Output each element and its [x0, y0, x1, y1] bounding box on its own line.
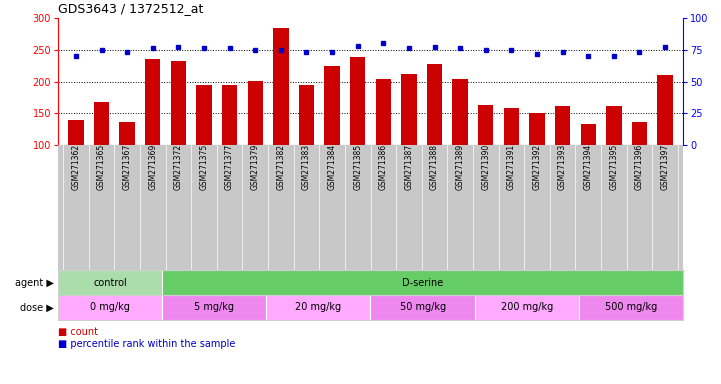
- Bar: [579, 295, 683, 320]
- Text: control: control: [93, 278, 127, 288]
- Bar: [247, 81, 263, 209]
- Bar: [504, 108, 519, 209]
- Bar: [266, 295, 371, 320]
- Bar: [606, 106, 622, 209]
- Bar: [58, 295, 162, 320]
- Bar: [371, 295, 474, 320]
- Bar: [162, 270, 683, 295]
- Bar: [632, 122, 647, 209]
- Text: 5 mg/kg: 5 mg/kg: [194, 303, 234, 313]
- Bar: [350, 57, 366, 209]
- Bar: [427, 65, 442, 209]
- Bar: [478, 105, 493, 209]
- Bar: [474, 295, 579, 320]
- Bar: [94, 103, 109, 209]
- Bar: [402, 74, 417, 209]
- Bar: [555, 106, 570, 209]
- Text: dose ▶: dose ▶: [20, 303, 54, 313]
- Text: 20 mg/kg: 20 mg/kg: [296, 303, 342, 313]
- Bar: [120, 121, 135, 209]
- Bar: [529, 113, 544, 209]
- Bar: [453, 79, 468, 209]
- Bar: [658, 74, 673, 209]
- Text: 50 mg/kg: 50 mg/kg: [399, 303, 446, 313]
- Text: ■ percentile rank within the sample: ■ percentile rank within the sample: [58, 339, 235, 349]
- Bar: [580, 124, 596, 209]
- Bar: [162, 295, 266, 320]
- Text: agent ▶: agent ▶: [15, 278, 54, 288]
- Text: ■ count: ■ count: [58, 327, 98, 337]
- Bar: [273, 28, 288, 209]
- Bar: [376, 79, 391, 209]
- Text: 200 mg/kg: 200 mg/kg: [500, 303, 553, 313]
- Bar: [58, 270, 162, 295]
- Text: GDS3643 / 1372512_at: GDS3643 / 1372512_at: [58, 2, 203, 15]
- Bar: [145, 59, 161, 209]
- Text: D-serine: D-serine: [402, 278, 443, 288]
- Bar: [222, 85, 237, 209]
- Bar: [298, 85, 314, 209]
- Text: 500 mg/kg: 500 mg/kg: [605, 303, 657, 313]
- Bar: [324, 66, 340, 209]
- Bar: [171, 61, 186, 209]
- Bar: [196, 85, 212, 209]
- Bar: [68, 119, 84, 209]
- Text: 0 mg/kg: 0 mg/kg: [90, 303, 130, 313]
